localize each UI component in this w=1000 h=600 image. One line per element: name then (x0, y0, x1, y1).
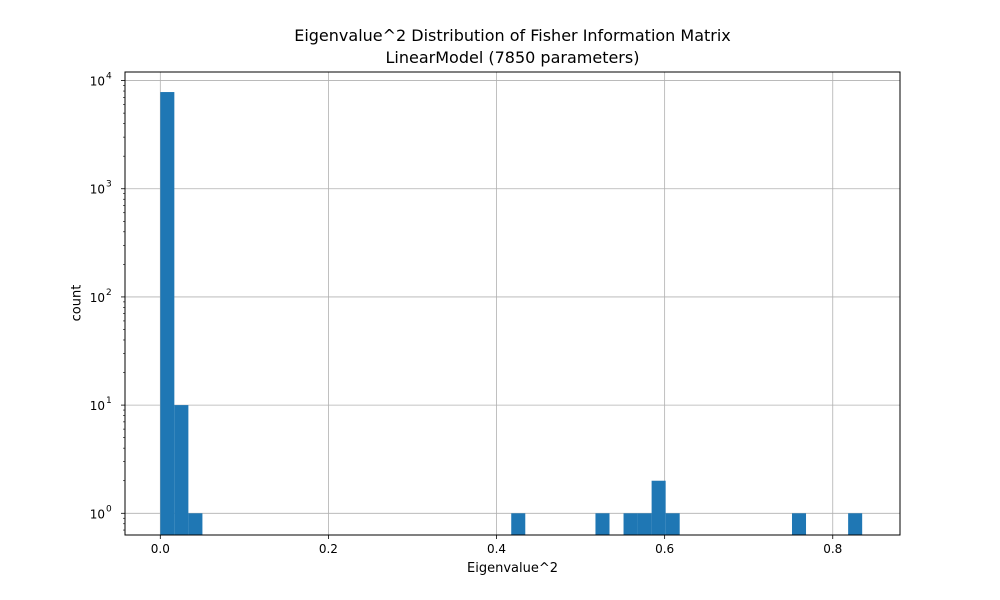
y-tick-exponent: 4 (106, 72, 112, 82)
y-axis-label: count (69, 284, 85, 322)
histogram-bar (623, 513, 638, 535)
x-axis-label: Eigenvalue^2 (467, 561, 558, 576)
axes-frame (124, 71, 901, 536)
y-tick-label: 10 (90, 291, 105, 305)
chart-title: Eigenvalue^2 Distribution of Fisher Info… (294, 26, 731, 45)
y-tick-label: 10 (90, 399, 105, 413)
histogram-bar (160, 92, 175, 536)
x-tick-label: 0.8 (823, 542, 842, 556)
histogram-bar (637, 513, 652, 535)
histogram-bar (188, 513, 203, 535)
histogram-bar (848, 513, 863, 535)
histogram-bars (160, 92, 863, 536)
y-tick-exponent: 0 (106, 504, 112, 514)
y-tick-label: 10 (90, 183, 105, 197)
x-tick-label: 0.2 (319, 542, 338, 556)
histogram-bar (665, 513, 680, 535)
y-tick-label: 10 (90, 507, 105, 521)
histogram-bar (511, 513, 526, 535)
x-tick-label: 0.4 (487, 542, 506, 556)
y-tick-exponent: 3 (106, 180, 112, 190)
histogram-bar (651, 480, 666, 535)
y-tick-label: 10 (90, 75, 105, 89)
histogram-bar (791, 513, 807, 535)
chart-subtitle: LinearModel (7850 parameters) (385, 48, 640, 67)
x-tick-label: 0.6 (655, 542, 674, 556)
x-tick-label: 0.0 (151, 542, 170, 556)
histogram-bar (174, 405, 189, 535)
histogram-bar (595, 513, 610, 535)
y-tick-exponent: 1 (106, 396, 112, 406)
grid-lines (125, 72, 900, 535)
y-tick-exponent: 2 (106, 288, 112, 298)
